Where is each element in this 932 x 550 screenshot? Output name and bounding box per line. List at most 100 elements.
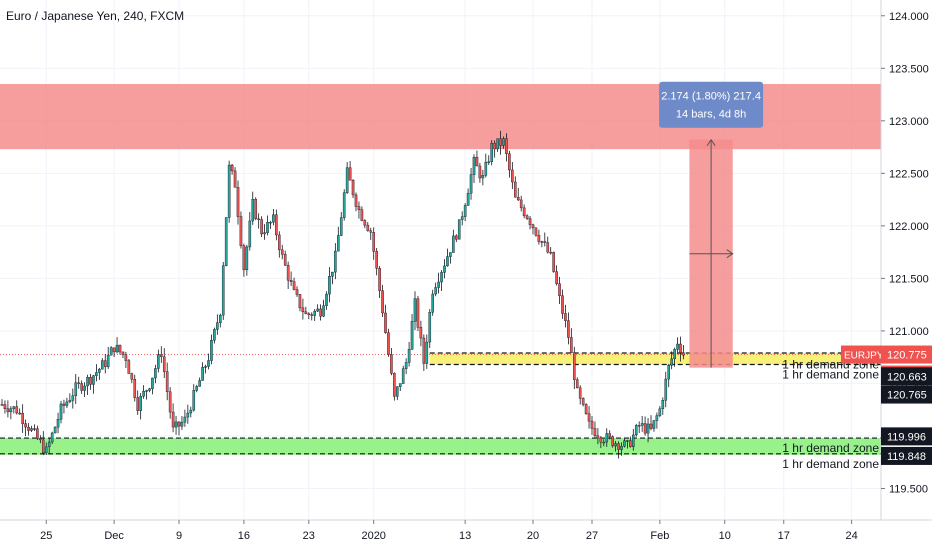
candle [21,404,24,433]
candle [475,150,479,167]
candle-body [431,293,435,313]
candle [676,337,679,355]
candle-body [216,322,219,330]
candle-body [626,440,629,442]
zone-label: 1 hr demand zone [782,368,879,382]
candle [646,417,650,443]
candle-body [80,383,83,391]
candle-body [366,224,370,231]
candle-body [112,347,116,353]
candle-body [658,408,662,416]
time-tick-label: 23 [303,530,315,542]
candle-body [65,401,69,406]
candle-body [508,153,511,171]
candle-body [47,441,51,448]
candle [496,138,499,152]
candle-body [608,433,611,437]
candle [65,397,69,409]
candle [165,362,169,401]
candle-body [345,167,349,193]
candle-body [295,289,299,295]
candle-body [372,232,376,252]
candle-body [437,281,440,288]
time-tick-label: 2020 [361,530,385,542]
candle [36,425,39,440]
candle [567,312,570,345]
candle-body [103,360,107,367]
candle [337,226,340,252]
candle [292,277,296,291]
candle-body [331,271,334,277]
time-tick-label: 17 [778,530,790,542]
candle [366,221,370,232]
zone-label: 1 hr demand zone [782,441,879,455]
candle [115,337,119,354]
candle [348,160,352,181]
candle [540,240,544,248]
candle [218,313,222,328]
candle-body [348,167,352,181]
candle [236,180,240,225]
candle [157,349,160,373]
candle-body [455,235,458,240]
candle [519,195,523,212]
price-level-badge [881,367,932,386]
candle-body [186,412,190,418]
candle [263,224,266,240]
candle [133,374,137,402]
candle-body [637,425,641,427]
candle [573,346,576,390]
candle-body [357,206,361,210]
candle [47,438,51,455]
candle-body [540,241,544,243]
candle [487,155,491,165]
candle-body [266,222,269,233]
candle-body [590,420,594,429]
candle [679,336,682,362]
candle-body [130,373,134,380]
candle-body [460,216,464,220]
candle [372,227,376,260]
candle-body [157,354,160,369]
candle-body [218,314,222,323]
candle-body [449,252,452,257]
candle-body [561,295,564,314]
candle-body [180,421,184,427]
candle-body [416,298,420,328]
candle-body [516,197,520,201]
candle-body [670,358,673,366]
candle-body [272,214,275,223]
candle-body [667,365,670,380]
candle-body [446,256,449,267]
candle-body [629,440,632,447]
candle [620,442,623,456]
candle [269,220,272,229]
candle-body [573,352,576,380]
price-level-label: 119.848 [887,451,926,463]
candle [59,400,63,424]
candle-body [292,281,296,290]
candle-body [230,164,234,172]
candle [469,167,473,200]
candle [304,306,308,315]
candle-body [472,156,476,175]
candle-body [537,234,541,242]
candle [596,428,600,445]
candle [286,261,290,289]
candle-body [313,310,317,316]
candle-body [109,347,113,356]
current-price-badge [881,345,932,364]
candle-body [195,386,199,391]
price-tick-label: 122.000 [889,221,929,233]
candle [640,415,644,432]
candle-body [375,251,378,269]
candle-body [496,138,499,150]
candle [3,400,7,414]
candle-body [522,207,526,217]
candle-body [578,387,582,399]
candle-body [410,321,414,350]
time-tick-label: 27 [586,530,598,542]
candle [499,130,502,155]
candle [658,406,662,418]
